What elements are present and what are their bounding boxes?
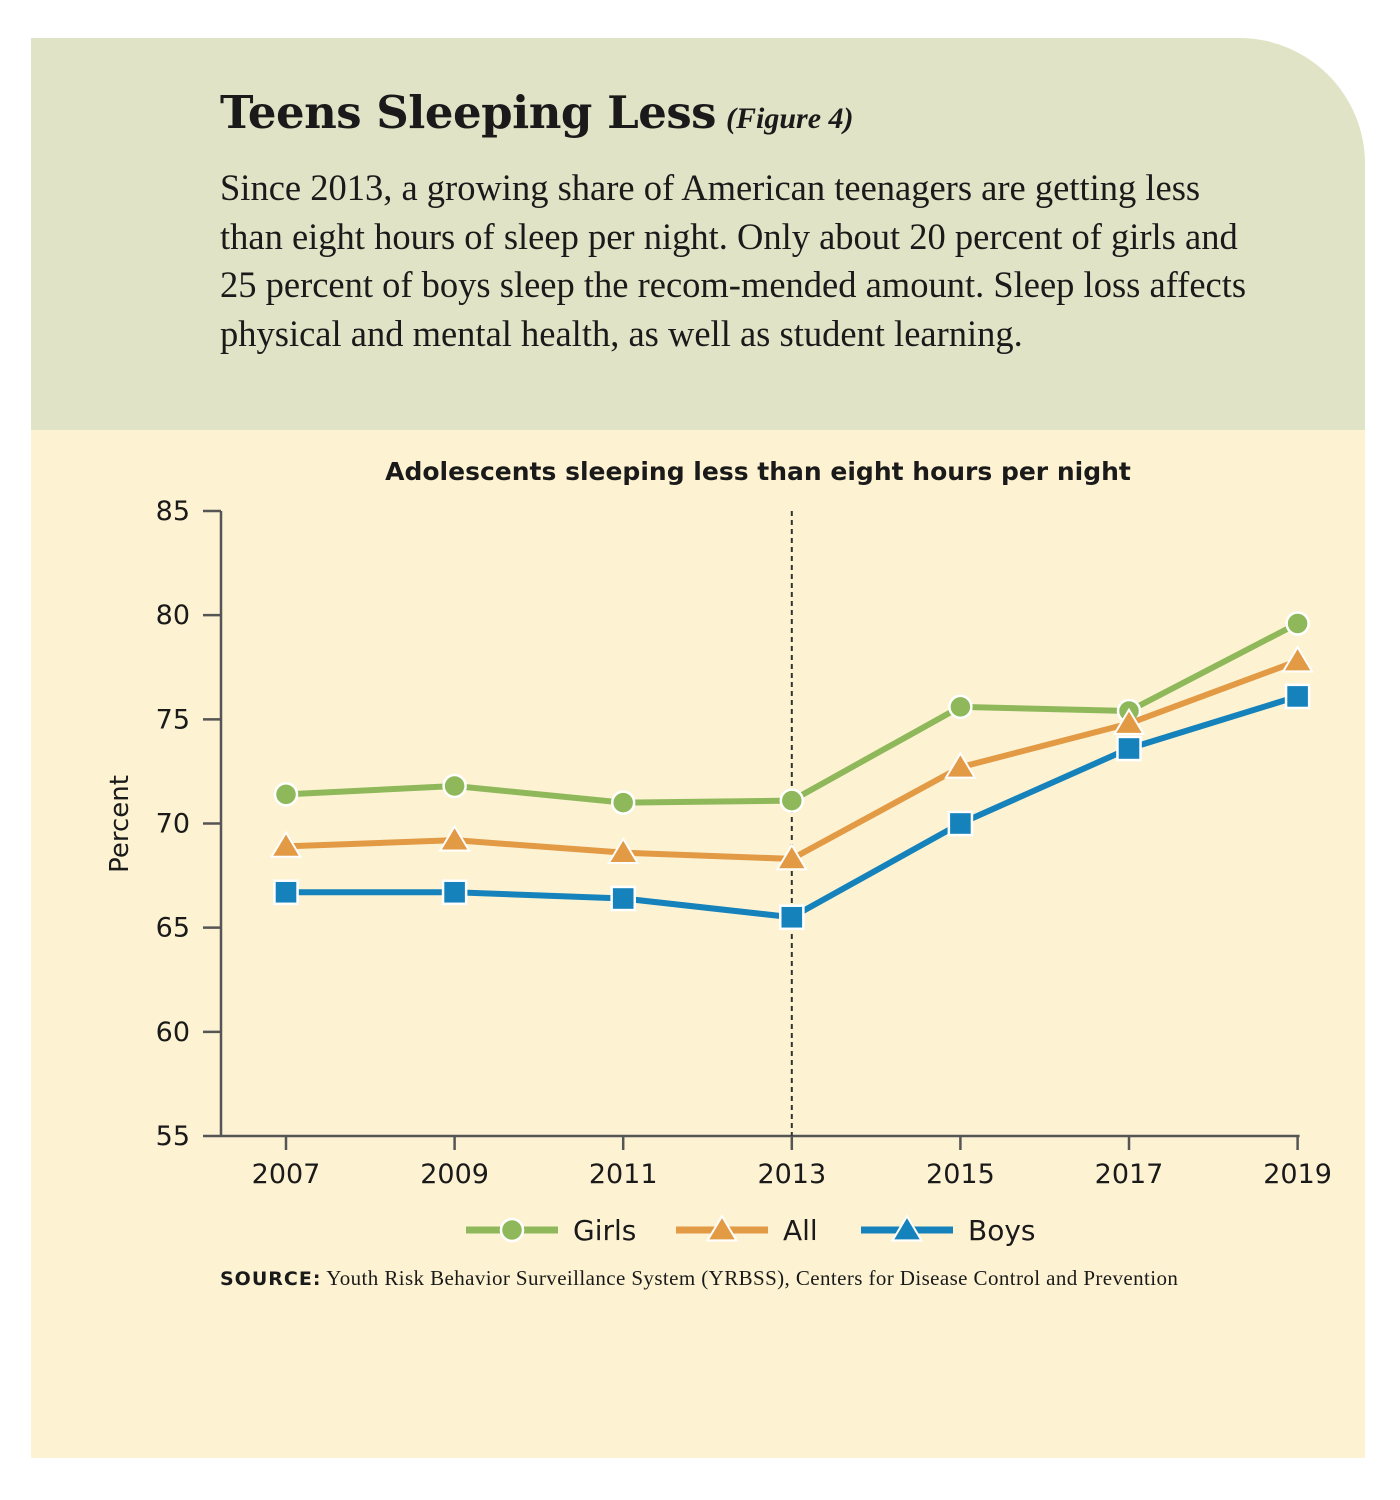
- y-tick-label: 75: [156, 704, 190, 735]
- legend-item-girls: Girls: [466, 1214, 636, 1247]
- data-point-boys: [1116, 735, 1142, 762]
- data-point-boys: [610, 885, 637, 912]
- x-tick-label: 2017: [1095, 1159, 1164, 1190]
- legend-label-boys: Boys: [968, 1214, 1036, 1247]
- y-tick-label: 85: [156, 496, 190, 527]
- legend-item-all: All: [676, 1214, 818, 1247]
- data-point-boys: [1284, 683, 1311, 710]
- header-panel: Teens Sleeping Less (Figure 4) Since 2013…: [31, 38, 1365, 430]
- x-tick-label: 2009: [420, 1159, 489, 1190]
- data-point-all: [944, 751, 977, 779]
- data-point-girls: [273, 782, 299, 807]
- y-tick-label: 80: [156, 600, 190, 631]
- y-tick-label: 55: [156, 1121, 190, 1152]
- x-tick-label: 2015: [926, 1159, 995, 1190]
- legend-label-all: All: [783, 1214, 818, 1247]
- data-point-all: [438, 824, 471, 852]
- chart-title: Adolescents sleeping less than eight hou…: [385, 457, 1131, 486]
- series-boys: [273, 683, 1311, 931]
- x-tick-label: 2013: [757, 1159, 826, 1190]
- data-point-all: [775, 843, 809, 871]
- data-point-all: [1281, 645, 1314, 673]
- legend-marker-girls: [499, 1217, 525, 1243]
- y-tick-label: 70: [156, 809, 190, 840]
- legend: Girls All Boys: [466, 1214, 1036, 1247]
- figure-card: Teens Sleeping Less (Figure 4) Since 2013…: [31, 38, 1365, 1458]
- data-point-girls: [1285, 611, 1310, 636]
- figure-title: Teens Sleeping Less: [220, 86, 717, 139]
- data-point-all: [606, 836, 640, 864]
- title-line: Teens Sleeping Less (Figure 4): [220, 86, 854, 139]
- source-note: SOURCE: Youth Risk Behavior Surveillance…: [220, 1264, 1260, 1294]
- y-tick-label: 65: [156, 913, 190, 944]
- data-point-boys: [441, 879, 468, 906]
- series-group: [269, 611, 1314, 931]
- legend-marker-all: [705, 1214, 739, 1242]
- legend-item-boys: Boys: [861, 1214, 1036, 1247]
- figure-reference: (Figure 4): [726, 102, 854, 135]
- x-tick-label: 2007: [252, 1159, 321, 1190]
- y-tick-label: 60: [156, 1017, 190, 1048]
- data-point-all: [1112, 707, 1146, 735]
- x-tick-label: 2011: [589, 1159, 658, 1190]
- legend-marker-boys: [890, 1214, 924, 1242]
- source-label: SOURCE:: [220, 1268, 322, 1290]
- data-point-all: [269, 830, 303, 858]
- source-text: Youth Risk Behavior Surveillance System …: [326, 1266, 1179, 1290]
- data-point-girls: [610, 790, 636, 815]
- data-point-girls: [442, 773, 467, 799]
- data-point-boys: [947, 810, 974, 837]
- data-point-boys: [779, 904, 805, 931]
- x-tick-label: 2019: [1263, 1159, 1332, 1190]
- data-point-girls: [948, 694, 973, 720]
- y-axis-label: Percent: [105, 775, 135, 873]
- series-all: [269, 645, 1314, 871]
- figure-description: Since 2013, a growing share of American …: [220, 167, 1247, 354]
- axes: 55 60 65 70 75 80 85 2007 2009 2011 2013 2015 2017 20…: [156, 496, 1332, 1190]
- legend-label-girls: Girls: [573, 1214, 636, 1247]
- data-point-boys: [273, 879, 299, 906]
- data-point-girls: [779, 788, 805, 813]
